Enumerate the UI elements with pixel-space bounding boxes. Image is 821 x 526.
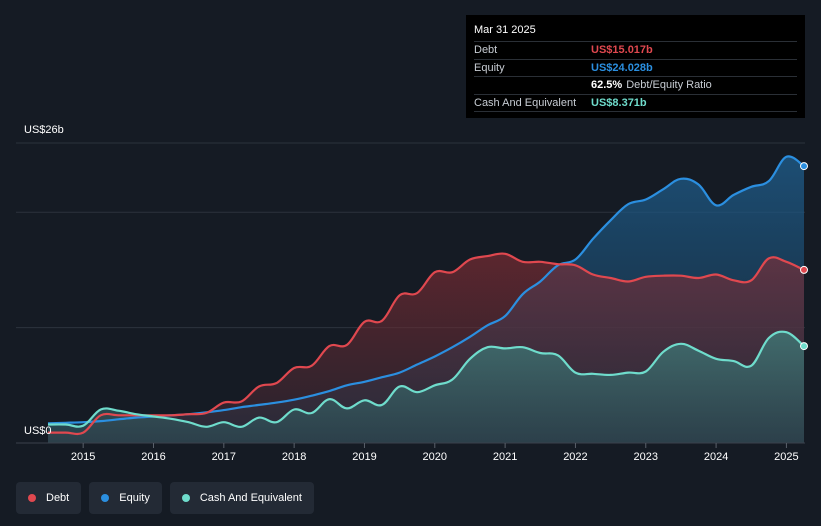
x-tick-label-2016: 2016 [141, 451, 165, 463]
x-tick-label-2025: 2025 [774, 451, 798, 463]
x-tick-label-2020: 2020 [423, 451, 447, 463]
y-axis-top-label: US$26b [24, 124, 64, 136]
x-tick-label-2017: 2017 [212, 451, 236, 463]
x-tick-label-2019: 2019 [352, 451, 376, 463]
y-axis-bottom-label: US$0 [24, 425, 52, 437]
x-tick-label-2023: 2023 [634, 451, 658, 463]
cash-area [48, 331, 804, 443]
tooltip-row-debt: Debt US$15.017b [474, 41, 797, 59]
tooltip-date: Mar 31 2025 [474, 24, 536, 36]
legend-cash-label: Cash And Equivalent [199, 492, 302, 504]
equity-dot-icon [101, 494, 110, 502]
tooltip-row-equity: Equity US$24.028b [474, 58, 797, 77]
tooltip-cash-value: US$8.371b [591, 96, 647, 109]
debt-end-marker [800, 265, 808, 274]
tooltip-equity-value: US$24.028b [591, 61, 653, 74]
legend: Debt Equity Cash And Equivalent [16, 482, 314, 514]
x-tick-label-2021: 2021 [493, 451, 517, 463]
legend-item-cash[interactable]: Cash And Equivalent [169, 482, 314, 514]
tooltip-debt-label: Debt [474, 44, 498, 57]
tooltip-ratio-label: Debt/Equity Ratio [626, 79, 712, 92]
tooltip-cash-label: Cash And Equivalent [474, 96, 577, 109]
tooltip-row-ratio: 62.5% Debt/Equity Ratio [474, 76, 797, 94]
equity-end-marker [800, 162, 808, 171]
x-tick-label-2022: 2022 [563, 451, 587, 463]
x-axis: 2015 2016 2017 2018 2019 2020 2021 2022 2023 2024… [16, 442, 805, 463]
end-markers [800, 162, 808, 351]
cash-dot-icon [181, 494, 190, 502]
debt-line [48, 252, 805, 436]
cash-line [47, 330, 805, 428]
cash-end-marker [800, 342, 808, 351]
line-layer [47, 155, 805, 436]
debt-dot-icon [28, 494, 36, 502]
area-layer [48, 156, 804, 443]
tooltip-row-cash: Cash And Equivalent US$8.371b [474, 93, 797, 112]
legend-debt-label: Debt [46, 492, 70, 504]
tooltip-equity-label: Equity [474, 61, 505, 74]
x-tick-label-2024: 2024 [704, 451, 728, 463]
legend-item-debt[interactable]: Debt [16, 482, 82, 514]
tooltip-debt-value: US$15.017b [591, 44, 653, 57]
x-tick-label-2015: 2015 [71, 451, 95, 463]
tooltip-panel: Mar 31 2025 Debt US$15.017b Equity US$24… [466, 15, 805, 118]
legend-equity-label: Equity [119, 492, 150, 504]
legend-item-equity[interactable]: Equity [89, 482, 162, 514]
tooltip-ratio-value: 62.5% [591, 79, 623, 92]
x-tick-label-2018: 2018 [282, 451, 306, 463]
